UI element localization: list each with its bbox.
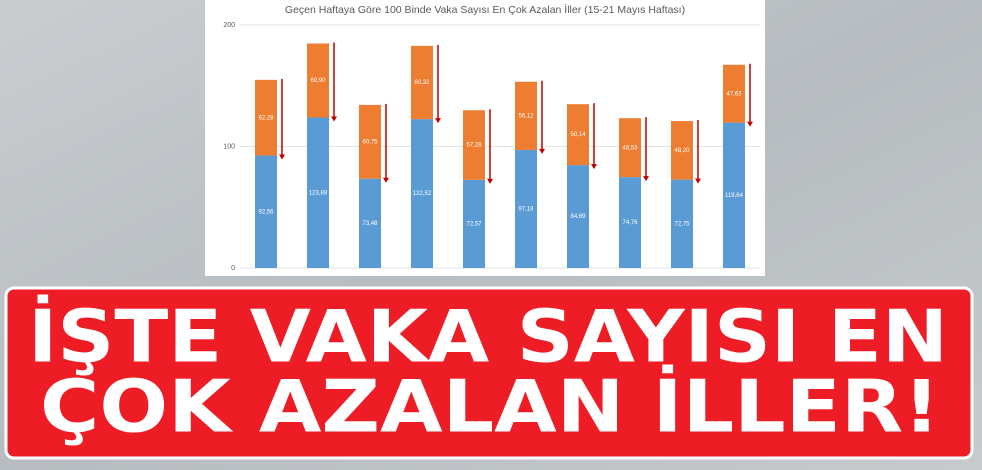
bar-segment	[463, 110, 485, 180]
arrow-head	[331, 116, 337, 122]
bar-segment	[411, 45, 433, 120]
y-tick-label: 200	[223, 22, 235, 29]
arrow-head	[643, 176, 649, 182]
value-label: 56,12	[518, 113, 534, 119]
value-label: 57,28	[466, 143, 482, 149]
bar-segment	[255, 79, 277, 156]
value-label: 123,88	[309, 190, 328, 196]
y-tick-label: 100	[223, 143, 235, 150]
bar-segment	[515, 149, 537, 268]
value-label: 73,48	[362, 221, 378, 227]
arrow-head	[591, 164, 597, 170]
value-label: 48,53	[622, 145, 638, 151]
value-label: 47,63	[726, 91, 742, 97]
headline-line: ÇOK AZALAN İLLER!	[40, 365, 940, 449]
bar-segment	[671, 121, 693, 180]
bar-segment	[671, 179, 693, 268]
bar-segment	[619, 118, 641, 178]
value-label: 72,75	[674, 221, 690, 227]
value-label: 97,18	[518, 207, 534, 213]
bar-segment	[723, 122, 745, 269]
arrow-head	[435, 118, 441, 124]
arrow-head	[539, 148, 545, 154]
value-label: 122,52	[413, 191, 432, 197]
bar-segment	[359, 104, 381, 179]
bar-segment	[359, 178, 381, 268]
arrow-head	[747, 121, 753, 127]
value-label: 92,56	[258, 209, 274, 215]
bar-segment	[255, 155, 277, 268]
arrow-head	[695, 178, 701, 184]
bar-segment	[515, 81, 537, 150]
bar-segment	[307, 43, 329, 118]
headline-banner	[4, 286, 974, 460]
bar-segment	[567, 165, 589, 268]
bar-segment	[463, 179, 485, 268]
value-label: 119,64	[725, 193, 744, 199]
y-tick-label: 0	[231, 265, 235, 272]
bar-segment	[307, 117, 329, 268]
value-label: 62,28	[258, 115, 274, 121]
value-label: 84,69	[570, 214, 586, 220]
value-label: 74,76	[622, 220, 638, 226]
value-label: 60,75	[362, 139, 378, 145]
chart-title: Geçen Haftaya Göre 100 Binde Vaka Sayısı…	[285, 3, 685, 16]
value-label: 60,32	[414, 80, 430, 86]
value-label: 72,57	[466, 221, 482, 227]
bar-segment	[411, 119, 433, 268]
headline-line: İŞTE VAKA SAYISI EN	[28, 295, 948, 379]
value-label: 60,90	[310, 78, 326, 84]
bar-segment	[567, 104, 589, 166]
arrow-head	[383, 177, 389, 183]
arrow-head	[279, 154, 285, 160]
value-label: 48,20	[674, 148, 690, 154]
bar-segment	[723, 64, 745, 123]
bar-segment	[619, 177, 641, 268]
value-label: 50,14	[570, 132, 586, 138]
arrow-head	[487, 178, 493, 184]
